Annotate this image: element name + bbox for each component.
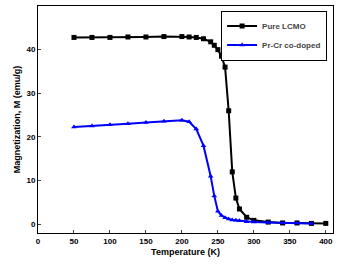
svg-text:10: 10: [26, 176, 35, 185]
svg-text:40: 40: [26, 45, 35, 54]
svg-text:400: 400: [319, 237, 333, 246]
svg-text:0: 0: [36, 237, 41, 246]
svg-text:300: 300: [247, 237, 261, 246]
svg-text:50: 50: [70, 237, 79, 246]
svg-text:200: 200: [175, 237, 189, 246]
svg-text:30: 30: [26, 89, 35, 98]
svg-text:Magnetization, M (emu/g): Magnetization, M (emu/g): [12, 66, 22, 174]
svg-text:350: 350: [283, 237, 297, 246]
svg-text:100: 100: [103, 237, 117, 246]
svg-text:0: 0: [31, 220, 36, 229]
svg-text:20: 20: [26, 133, 35, 142]
svg-text:250: 250: [211, 237, 225, 246]
svg-text:Pure LCMO: Pure LCMO: [262, 22, 306, 31]
svg-text:150: 150: [139, 237, 153, 246]
svg-text:Temperature (K): Temperature (K): [151, 247, 220, 257]
svg-text:Pr-Cr co-doped: Pr-Cr co-doped: [262, 41, 320, 50]
